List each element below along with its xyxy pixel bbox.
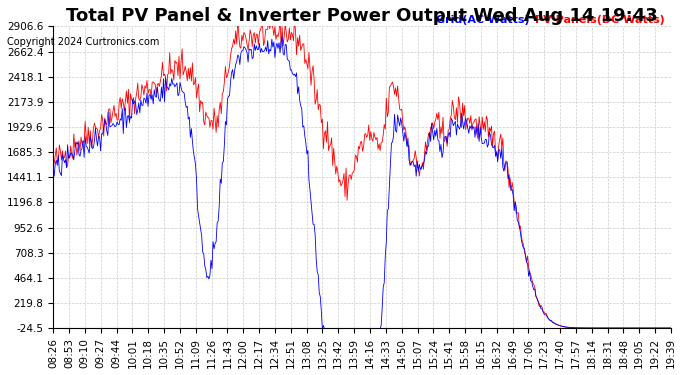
Title: Total PV Panel & Inverter Power Output Wed Aug 14 19:43: Total PV Panel & Inverter Power Output W… — [66, 7, 658, 25]
Text: Grid(AC Watts): Grid(AC Watts) — [436, 15, 530, 26]
Text: Copyright 2024 Curtronics.com: Copyright 2024 Curtronics.com — [7, 37, 159, 47]
Text: PV Panels(DC Watts): PV Panels(DC Watts) — [535, 15, 664, 26]
